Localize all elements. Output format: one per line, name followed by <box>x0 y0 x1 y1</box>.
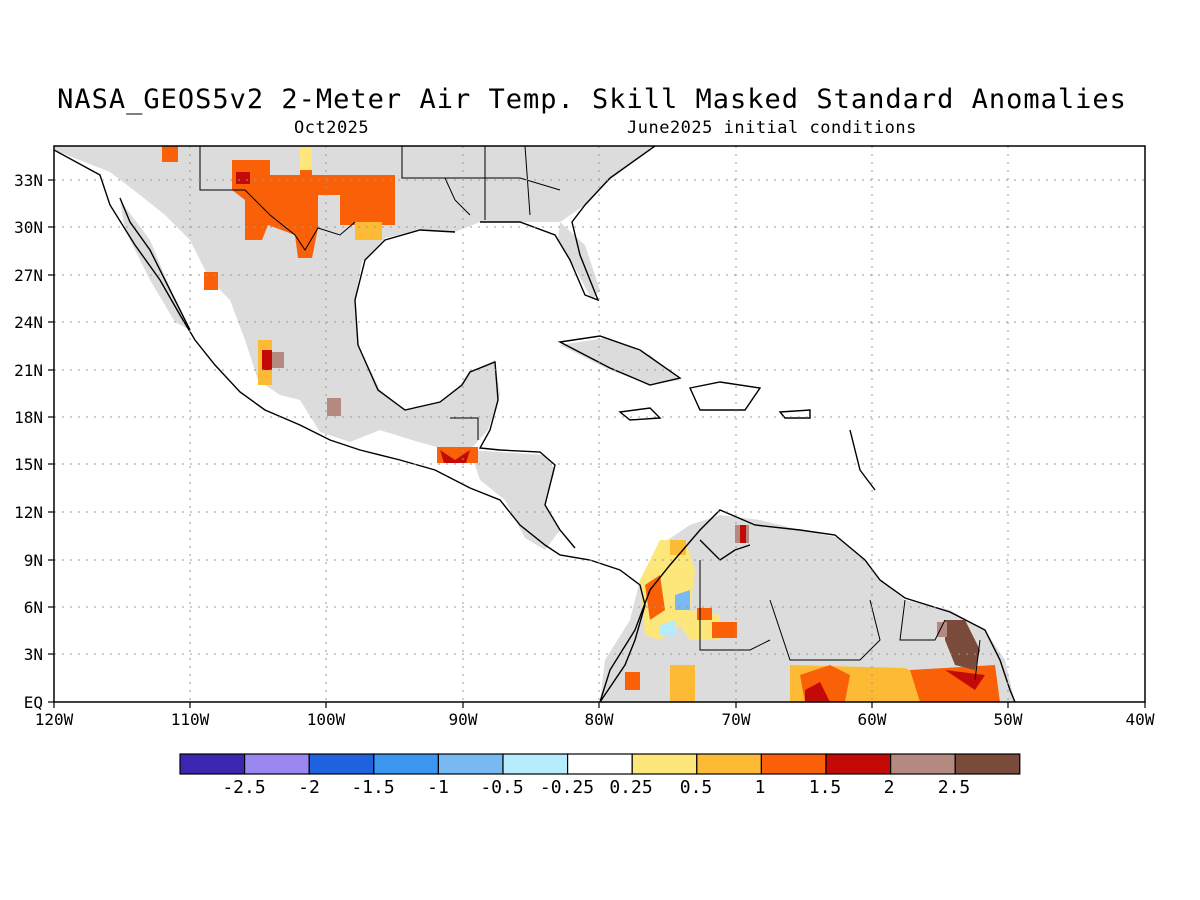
colorbar-swatch <box>954 753 1021 775</box>
colorbar-label: 2.5 <box>938 777 971 798</box>
chart-title: NASA_GEOS5v2 2-Meter Air Temp. Skill Mas… <box>57 84 1127 115</box>
colorbar-label: -2.5 <box>222 777 265 798</box>
colorbar-label: 0.25 <box>609 777 652 798</box>
colorbar-labels: -2.5 -2 -1.5 -1 -0.5 -0.25 0.25 0.5 1 1.… <box>222 777 970 798</box>
coastlines <box>54 146 1016 702</box>
anomaly-fields <box>162 146 1000 702</box>
y-tick-label: 33N <box>14 171 43 190</box>
y-tick-label: 9N <box>24 551 43 570</box>
colorbar-swatch <box>244 753 310 775</box>
y-tick-label: 24N <box>14 313 43 332</box>
colorbar-swatch <box>825 753 892 775</box>
colorbar-swatch <box>373 753 439 775</box>
y-tick-label: 21N <box>14 361 43 380</box>
colorbar-label: -0.5 <box>480 777 523 798</box>
colorbar-swatch <box>308 753 375 775</box>
x-tick-label: 40W <box>1126 710 1155 729</box>
x-tick-label: 80W <box>585 710 614 729</box>
colorbar-label: -1.5 <box>351 777 394 798</box>
colorbar-swatch <box>437 753 504 775</box>
colorbar-label: 1 <box>755 777 766 798</box>
colorbar-swatch <box>889 753 956 775</box>
colorbar-swatch <box>502 753 569 775</box>
x-tick-label: 50W <box>994 710 1023 729</box>
y-tick-label: 3N <box>24 645 43 664</box>
x-tick-label: 100W <box>307 710 346 729</box>
x-tick-label: 70W <box>722 710 751 729</box>
y-tick-label: 27N <box>14 266 43 285</box>
colorbar-swatch <box>566 753 633 775</box>
x-tick-label: 60W <box>858 710 887 729</box>
y-tick-label: EQ <box>24 693 43 712</box>
colorbar <box>179 753 1021 775</box>
colorbar-swatch <box>179 753 246 775</box>
colorbar-label: -1 <box>427 777 449 798</box>
y-axis-labels: EQ 3N 6N 9N 12N 15N 18N 21N 24N 27N 30N … <box>14 171 43 712</box>
country-borders <box>199 146 981 681</box>
colorbar-swatch <box>631 753 698 775</box>
axis-ticks <box>48 179 1146 708</box>
colorbar-swatch <box>696 753 762 775</box>
y-tick-label: 15N <box>14 455 43 474</box>
x-axis-labels: 120W 110W 100W 90W 80W 70W 60W 50W 40W <box>35 710 1155 729</box>
colorbar-label: 0.5 <box>680 777 713 798</box>
x-tick-label: 90W <box>449 710 478 729</box>
initial-conditions: June2025 initial conditions <box>627 118 917 138</box>
graticule <box>54 146 1145 702</box>
x-tick-label: 110W <box>171 710 210 729</box>
y-tick-label: 18N <box>14 408 43 427</box>
colorbar-label: -0.25 <box>540 777 594 798</box>
x-tick-label: 120W <box>35 710 74 729</box>
y-tick-label: 30N <box>14 218 43 237</box>
colorbar-swatch <box>760 753 827 775</box>
colorbar-label: 2 <box>884 777 895 798</box>
forecast-month: Oct2025 <box>294 118 370 138</box>
colorbar-label: 1.5 <box>809 777 842 798</box>
y-tick-label: 12N <box>14 503 43 522</box>
y-tick-label: 6N <box>24 598 43 617</box>
colorbar-label: -2 <box>298 777 320 798</box>
